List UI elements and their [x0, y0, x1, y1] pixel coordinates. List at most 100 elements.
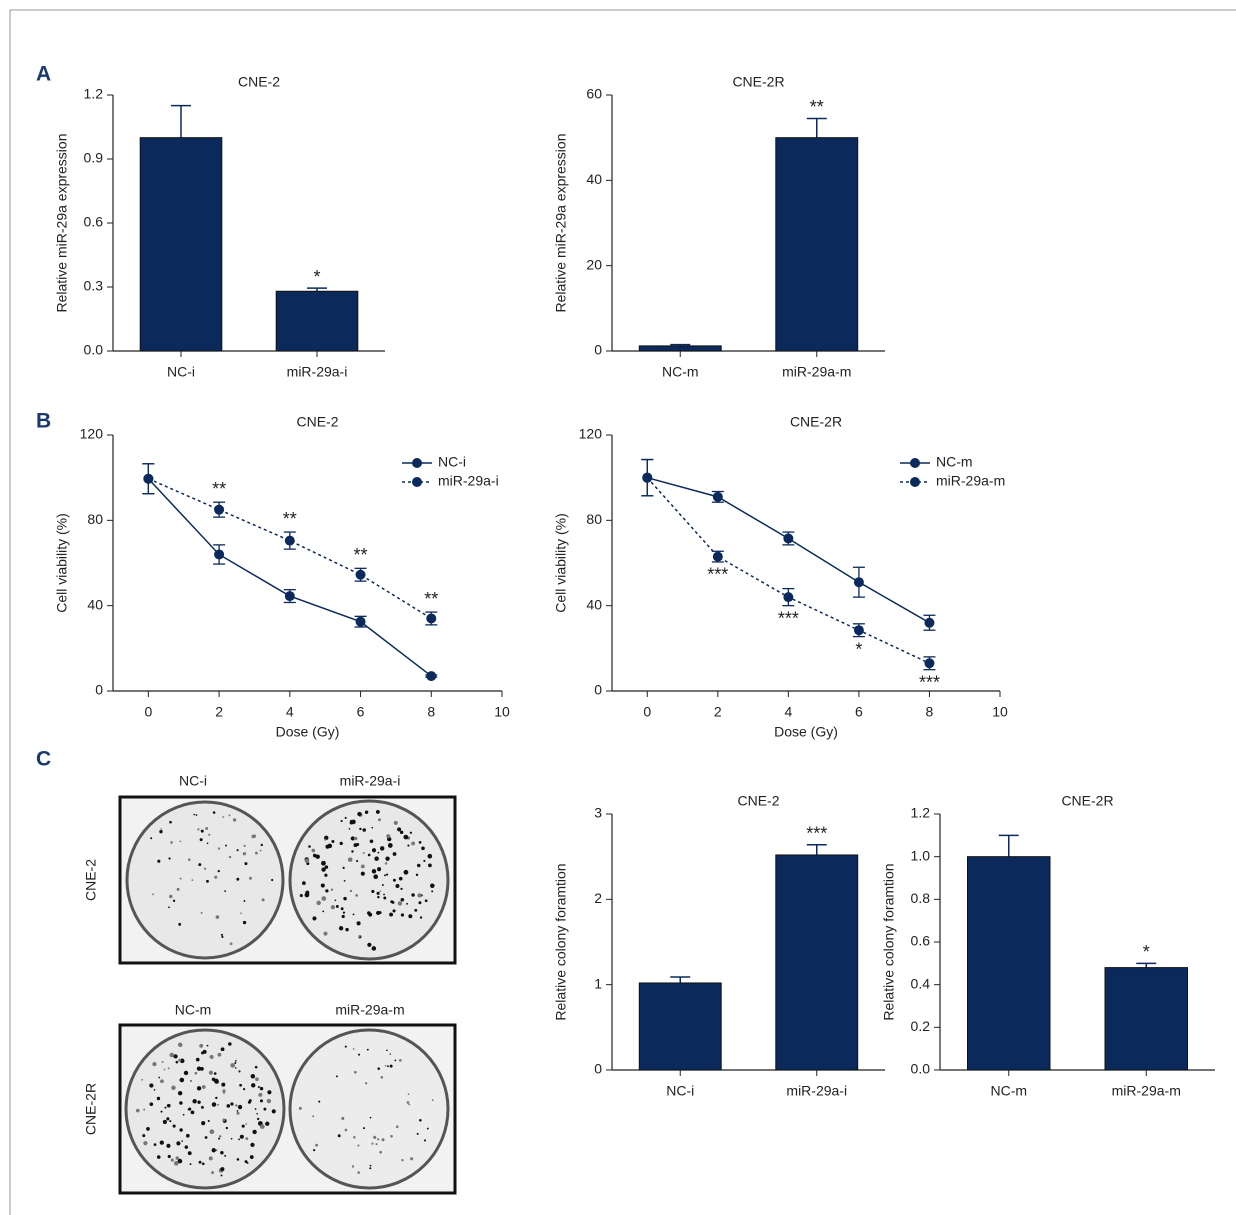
marker: [356, 570, 366, 580]
colony: [229, 856, 231, 858]
colony: [378, 852, 380, 854]
colony: [214, 1079, 219, 1084]
colony: [430, 883, 435, 888]
y-tick-label: 3: [594, 805, 602, 821]
marker: [642, 473, 652, 483]
chart-title: CNE-2R: [732, 74, 784, 90]
colony: [370, 1117, 372, 1119]
colony: [237, 849, 239, 851]
colony: [257, 1118, 259, 1120]
x-tick-label: 0: [643, 704, 651, 720]
chart-title: CNE-2: [238, 74, 280, 90]
marker: [854, 625, 864, 635]
colony: [353, 1048, 355, 1050]
colony: [371, 1143, 373, 1145]
colony: [361, 864, 365, 868]
colony: [372, 946, 377, 951]
colony: [251, 835, 255, 839]
colony: [209, 1156, 213, 1160]
colony: [353, 913, 355, 915]
colony: [401, 1159, 403, 1161]
photo-panel: NC-i miR-29a-i NC-m miR-29a-m CNE-2 CNE-…: [83, 773, 455, 1193]
colony: [335, 900, 337, 902]
colony: [185, 1145, 188, 1148]
colony: [212, 1148, 216, 1152]
colony: [186, 1134, 190, 1138]
y-tick-label: 40: [586, 596, 602, 612]
bar: [968, 857, 1051, 1070]
colony: [359, 828, 361, 830]
colony: [423, 860, 425, 862]
significance: ***: [806, 823, 827, 843]
colony: [217, 1104, 219, 1106]
legend-marker: [412, 477, 422, 487]
legend-marker: [910, 477, 920, 487]
colony: [243, 900, 245, 902]
colony: [339, 926, 343, 930]
colony: [219, 1135, 221, 1137]
colony: [201, 1106, 204, 1109]
colony: [247, 1162, 249, 1164]
colony: [244, 845, 246, 847]
colony: [373, 1136, 376, 1139]
colony: [207, 1045, 209, 1047]
legend-label: miR-29a-m: [936, 473, 1005, 489]
colony: [262, 898, 265, 901]
colony: [427, 854, 432, 859]
colony: [367, 943, 371, 947]
colony: [322, 910, 324, 912]
colony: [181, 1140, 183, 1142]
colony: [265, 1122, 269, 1126]
colony: [372, 869, 377, 874]
colony: [395, 884, 399, 888]
chart-title: CNE-2: [737, 793, 779, 809]
colony: [432, 1099, 434, 1101]
colony: [179, 1128, 182, 1131]
colony: [179, 840, 181, 842]
colony: [354, 837, 358, 841]
y-tick-label: 0.6: [911, 933, 931, 949]
colony: [428, 863, 432, 867]
colony: [418, 901, 421, 904]
colony: [242, 1125, 245, 1128]
colony: [212, 1102, 217, 1107]
colony: [357, 921, 361, 925]
colony: [154, 1143, 157, 1146]
marker: [285, 536, 295, 546]
colony: [325, 889, 328, 892]
colony: [363, 1127, 365, 1129]
colony: [167, 1104, 171, 1108]
colony: [390, 1135, 393, 1138]
x-tick-label: 6: [855, 704, 863, 720]
colony: [177, 888, 180, 891]
y-tick-label: 0: [95, 682, 103, 698]
colony: [197, 1101, 200, 1104]
colony: [202, 1162, 205, 1165]
colony: [255, 1108, 257, 1110]
x-axis-label: Dose (Gy): [276, 724, 340, 740]
x-tick-label: 8: [926, 704, 934, 720]
x-tick-label: 10: [494, 704, 510, 720]
colony: [313, 1149, 315, 1151]
colony: [392, 909, 395, 912]
colony: [245, 1123, 247, 1125]
colony: [399, 1059, 402, 1062]
colony: [178, 923, 181, 926]
colony: [381, 1138, 384, 1141]
colony: [344, 880, 346, 882]
colony: [312, 916, 316, 920]
panel-label: B: [36, 410, 51, 433]
colony: [368, 913, 372, 917]
colony: [224, 890, 226, 892]
colony: [376, 1143, 378, 1145]
bar: [639, 983, 721, 1070]
colony: [267, 1099, 271, 1103]
colony: [171, 1159, 174, 1162]
colony: [188, 1151, 192, 1155]
chart-title: CNE-2R: [790, 414, 842, 430]
colony: [143, 1109, 145, 1111]
colony: [351, 850, 353, 852]
colony: [221, 1174, 223, 1176]
colony: [324, 874, 327, 877]
colony: [160, 828, 162, 830]
